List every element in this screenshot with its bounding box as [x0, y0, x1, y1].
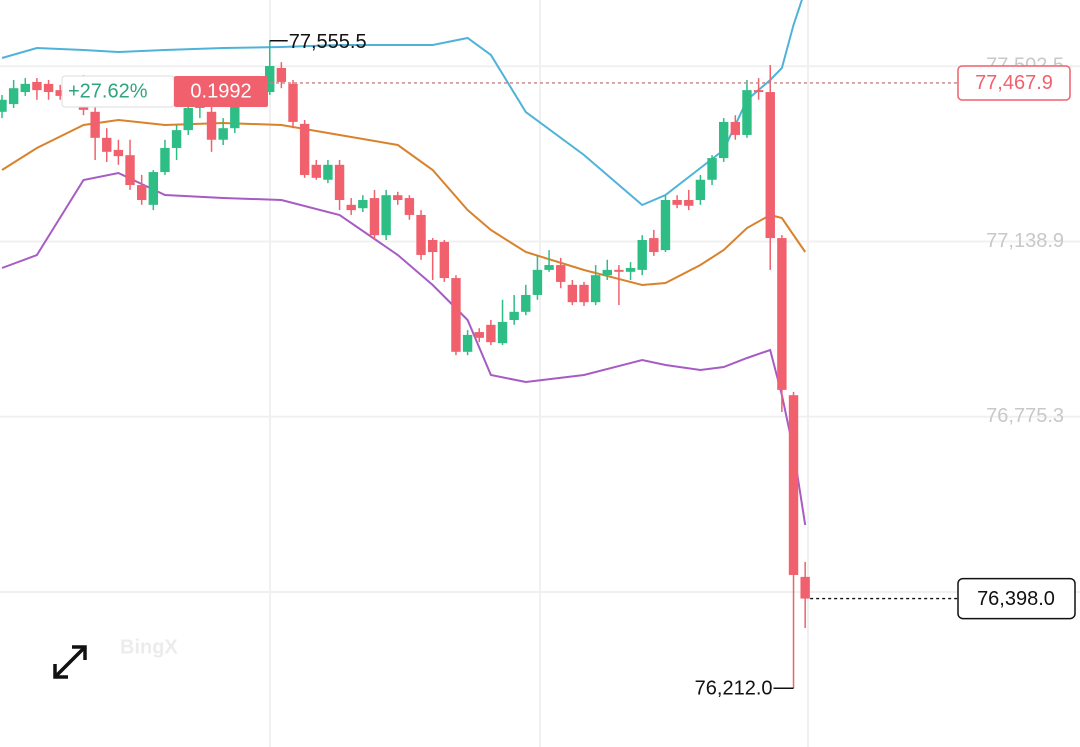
- candle-body: [521, 294, 531, 312]
- candle-body: [43, 83, 54, 93]
- candle-body: [230, 105, 240, 129]
- candle-body: [218, 128, 228, 140]
- candle-body: [369, 198, 380, 236]
- change-label: +27.62%: [68, 80, 148, 102]
- candle-body: [206, 111, 217, 140]
- candle-body: [113, 149, 124, 157]
- y-tick-label: 76,775.3: [986, 405, 1064, 427]
- candle-body: [55, 90, 65, 96]
- candle-body: [183, 107, 193, 131]
- price-line-label: 77,467.9: [975, 72, 1053, 94]
- candle-body: [346, 204, 356, 211]
- candle-body: [276, 67, 287, 82]
- candle-body: [462, 334, 473, 352]
- price-line-box: [957, 65, 1071, 101]
- expand-icon[interactable]: [53, 645, 87, 679]
- candle-body: [649, 238, 659, 253]
- candle-body: [474, 332, 484, 338]
- high-label: 77,555.5: [289, 31, 367, 53]
- candle-body: [393, 195, 403, 201]
- candle-body: [765, 92, 775, 239]
- candle-body: [32, 81, 42, 91]
- candle-body: [416, 214, 426, 255]
- rate-badge: [174, 76, 268, 107]
- candle-body: [579, 284, 589, 303]
- candle-body: [136, 185, 147, 201]
- candle-body: [160, 147, 170, 173]
- y-tick-label: 77,138.9: [986, 230, 1064, 252]
- candle-body: [637, 240, 647, 270]
- candle-body: [788, 395, 799, 575]
- candle-body: [358, 200, 368, 209]
- candle-body: [532, 269, 543, 295]
- candle-body: [730, 121, 741, 135]
- low-label: 76,212.0: [695, 677, 773, 699]
- candle-body: [334, 164, 345, 201]
- candle-body: [602, 269, 612, 276]
- candle-body: [427, 240, 438, 253]
- candle-body: [299, 123, 310, 175]
- candle-body: [753, 90, 764, 93]
- candle-body: [672, 200, 682, 205]
- last-price-box: [957, 577, 1076, 620]
- candle-body: [625, 267, 636, 272]
- candle-body: [20, 83, 30, 93]
- candle-body: [311, 164, 321, 178]
- candle-body: [404, 198, 415, 215]
- candle-body: [567, 284, 578, 303]
- candle-body: [265, 66, 275, 93]
- candle-body: [288, 83, 298, 122]
- candle-body: [556, 265, 566, 282]
- candle-body: [718, 121, 729, 159]
- rate-label: 0.1992: [190, 80, 251, 102]
- band-line: [1, 118, 807, 287]
- candle-body: [8, 88, 19, 105]
- candle-body: [742, 90, 752, 135]
- candle-body: [777, 238, 787, 390]
- candle-body: [544, 265, 554, 270]
- candle-body: [497, 321, 508, 344]
- candle-body: [614, 269, 624, 272]
- candle-body: [439, 241, 450, 279]
- candle-body: [684, 200, 694, 206]
- candle-body: [0, 99, 7, 112]
- candle-body: [590, 275, 601, 303]
- candle-body: [707, 158, 717, 180]
- candle-body: [660, 200, 671, 251]
- candle-body: [486, 324, 496, 343]
- candle-body: [125, 155, 135, 186]
- candle-body: [323, 164, 333, 180]
- candle-body: [148, 172, 159, 205]
- last-price-label: 76,398.0: [977, 588, 1055, 610]
- watermark: BingX: [120, 636, 178, 658]
- candle-body: [381, 195, 391, 236]
- candle-body: [695, 179, 706, 201]
- candle-body: [451, 278, 461, 352]
- band-line: [1, 0, 803, 207]
- candle-body: [90, 111, 100, 138]
- candle-body: [800, 576, 810, 599]
- candle-body: [102, 137, 112, 152]
- candle-body: [509, 311, 519, 321]
- candle-body: [171, 130, 182, 148]
